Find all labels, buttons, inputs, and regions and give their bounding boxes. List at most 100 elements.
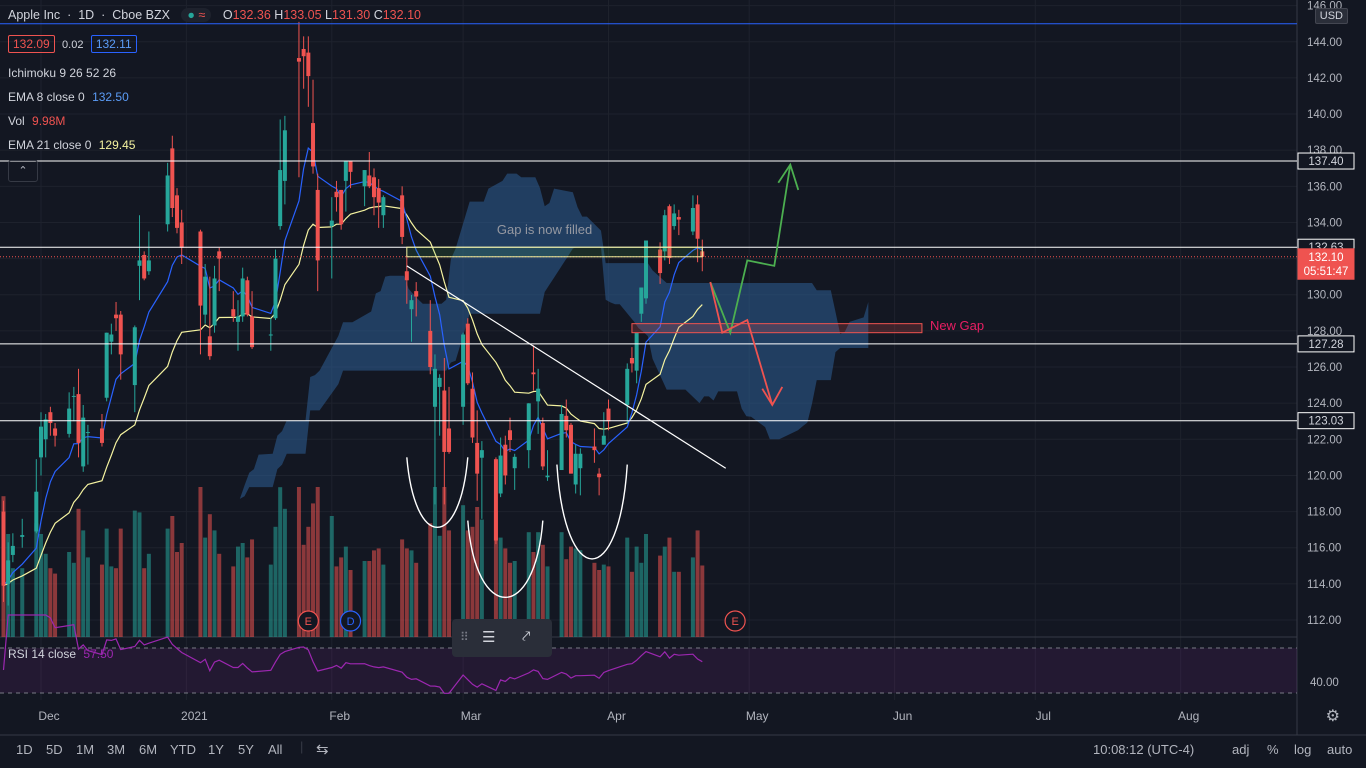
volume-bar	[212, 530, 217, 637]
range-6m[interactable]: 6M	[139, 742, 158, 757]
indicator-volume[interactable]: Vol 9.98M	[8, 114, 66, 128]
candle-body	[114, 314, 119, 319]
symbol-name[interactable]: Apple Inc	[8, 8, 61, 22]
filled-gap-box	[406, 246, 703, 258]
inverse-hs-head	[467, 520, 544, 598]
volume-bar	[470, 526, 475, 637]
settings-gear-icon[interactable]: ⚙	[1325, 708, 1340, 725]
volume-bar	[634, 546, 639, 637]
price-axis-tick: 118.00	[1307, 507, 1341, 519]
candle-body	[198, 231, 203, 306]
candle-body	[465, 323, 470, 384]
range-5d[interactable]: 5D	[46, 742, 63, 757]
indicator-ema8[interactable]: EMA 8 close 0 132.50	[8, 90, 129, 104]
volume-bar	[414, 562, 419, 637]
interval[interactable]: 1D	[78, 8, 95, 22]
volume-bar	[39, 534, 43, 637]
range-ytd[interactable]: YTD	[170, 742, 196, 757]
volume-bar	[695, 530, 700, 637]
volume-bar	[179, 543, 184, 637]
candle-body	[329, 220, 334, 227]
candle-body	[301, 48, 306, 57]
time-axis-label: Aug	[1178, 709, 1199, 723]
percent-toggle[interactable]: %	[1267, 742, 1279, 757]
volume-bar	[250, 539, 255, 637]
volume-bar	[662, 546, 667, 637]
candle-body	[508, 430, 512, 441]
date-range-icon[interactable]: ⇆	[316, 741, 329, 758]
volume-bar	[339, 557, 344, 637]
range-all[interactable]: All	[268, 742, 283, 757]
candle-body	[231, 309, 236, 317]
volume-bar	[503, 548, 508, 637]
drag-handle-icon[interactable]: ⠿	[460, 630, 469, 644]
candle-body	[428, 330, 433, 368]
drawings: Gap is now filled New Gap	[406, 162, 984, 598]
volume-bar	[48, 568, 53, 637]
volume-bar	[170, 516, 175, 637]
settings-lines-icon[interactable]: ☰	[482, 629, 496, 646]
candle-body	[409, 300, 414, 310]
ohlc-readout: O132.36 H133.05 L131.30 C132.10	[222, 8, 421, 22]
candle-body	[10, 545, 15, 555]
candle-body	[442, 390, 447, 452]
auto-toggle[interactable]: auto	[1327, 742, 1353, 757]
collapse-legend-button[interactable]: ⌃	[8, 160, 38, 182]
price-axis-tick: 122.00	[1307, 434, 1342, 446]
candle-body	[644, 240, 649, 299]
time-axis-label: Dec	[38, 709, 59, 723]
time-axis-label: Apr	[607, 709, 626, 723]
currency-label[interactable]: USD	[1314, 8, 1348, 24]
volume-bar	[240, 543, 245, 637]
candle-body	[71, 395, 76, 397]
candle-body	[404, 271, 409, 281]
candle-body	[432, 368, 437, 407]
candle-body	[629, 357, 634, 364]
floating-drawing-toolbar[interactable]: ⠿ ☰ ⤤	[452, 619, 552, 657]
event-marker-label: E	[731, 616, 738, 628]
indicator-ichimoku[interactable]: Ichimoku 9 26 52 26	[8, 66, 117, 80]
range-1d[interactable]: 1D	[16, 742, 33, 757]
range-1m[interactable]: 1M	[76, 742, 95, 757]
bearish-path-arrow	[709, 281, 774, 406]
candle-body	[273, 258, 278, 319]
candle-body	[690, 208, 695, 232]
volume-bar	[217, 553, 222, 637]
volume-bar	[81, 530, 86, 637]
price-axis-tick: 134.00	[1307, 217, 1342, 229]
range-1y[interactable]: 1Y	[208, 742, 224, 757]
candle-body	[625, 368, 630, 405]
range-5y[interactable]: 5Y	[238, 742, 254, 757]
bid-price[interactable]: 132.09	[8, 35, 55, 53]
indicator-rsi[interactable]: RSI 14 close 57.50	[8, 647, 114, 661]
price-axis-tick: 114.00	[1307, 579, 1341, 591]
candle-body	[212, 278, 217, 326]
volume-bar	[409, 550, 414, 637]
trend-line-icon[interactable]: ⤤	[522, 628, 531, 645]
candle-body	[137, 260, 142, 266]
adj-toggle[interactable]: adj	[1232, 742, 1250, 757]
time-axis-label: Mar	[461, 709, 482, 723]
volume-bar	[437, 535, 442, 637]
candle-body	[235, 316, 240, 322]
candle-body	[367, 175, 372, 187]
volume-bar	[235, 546, 240, 637]
price-axis-tick: 124.00	[1307, 398, 1342, 410]
ask-price[interactable]: 132.11	[90, 35, 137, 53]
volume-bar	[53, 573, 58, 637]
clock-time[interactable]: 10:08:12 (UTC-4)	[1093, 742, 1195, 757]
price-label-box	[1297, 262, 1355, 280]
event-marker-circle	[339, 610, 362, 632]
candle-body	[250, 316, 255, 348]
market-status-pill[interactable]: ● ≈	[181, 8, 212, 22]
log-toggle[interactable]: log	[1294, 742, 1312, 757]
price-axis-tick: 126.00	[1307, 362, 1342, 374]
range-3m[interactable]: 3M	[107, 742, 126, 757]
price-axis: 146.00144.00142.00140.00138.00136.00134.…	[1297, 1, 1355, 627]
candle-body	[376, 188, 381, 203]
indicator-ema21[interactable]: EMA 21 close 0 129.45	[8, 138, 136, 152]
candle-body	[667, 206, 672, 259]
volume-bar	[381, 564, 386, 637]
candle-body	[606, 408, 611, 422]
